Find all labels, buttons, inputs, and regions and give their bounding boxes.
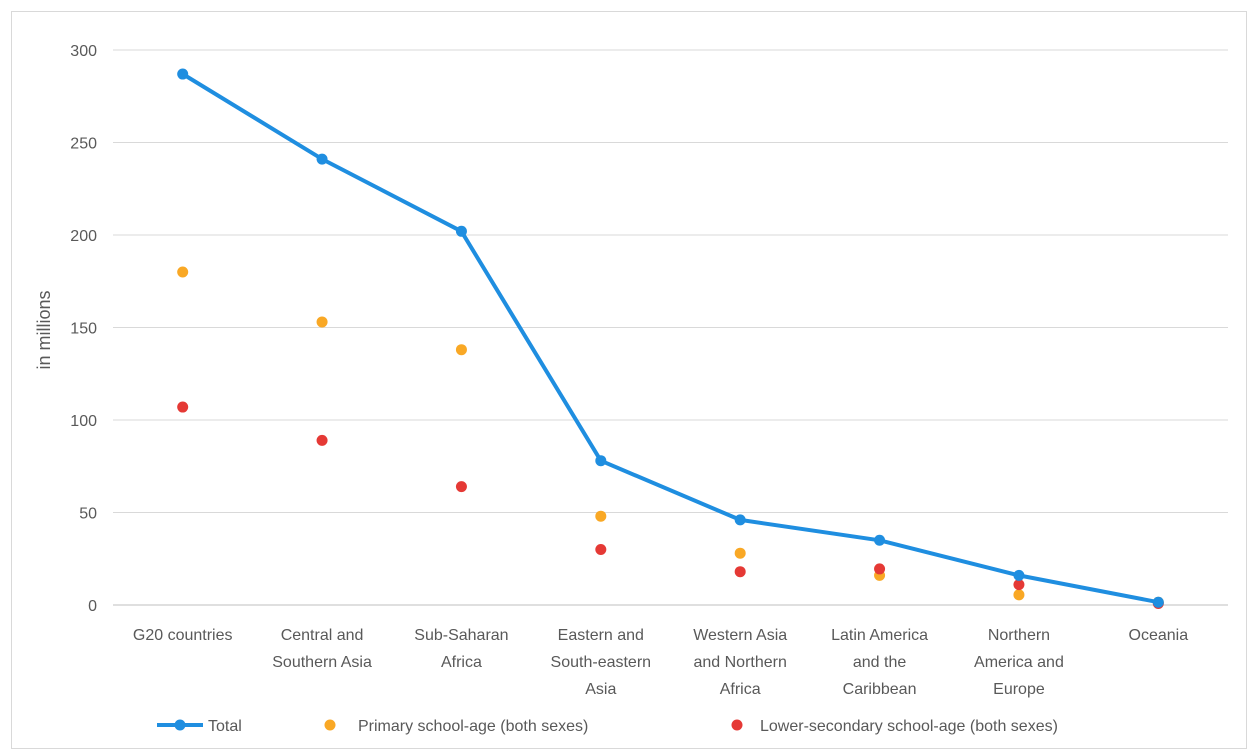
x-category-label: Europe xyxy=(993,681,1045,698)
chart-frame xyxy=(11,11,1247,749)
x-category-label: Oceania xyxy=(1129,627,1189,644)
data-point xyxy=(177,401,189,413)
x-category-label: Asia xyxy=(585,681,616,698)
legend-lower-secondary-label: Lower-secondary school-age (both sexes) xyxy=(760,718,1058,735)
x-category-label: Caribbean xyxy=(843,681,917,698)
x-category-label: Sub-Saharan xyxy=(414,627,508,644)
x-category-label: Eastern and xyxy=(558,627,644,644)
x-category-label: and Northern xyxy=(693,654,786,671)
y-tick-label: 150 xyxy=(70,321,97,338)
data-point xyxy=(455,344,467,356)
data-point xyxy=(177,266,189,278)
x-category-label: Africa xyxy=(720,681,761,698)
x-category-label: G20 countries xyxy=(133,627,233,644)
legend: Total Primary school-age (both sexes) Lowe… xyxy=(157,718,1058,735)
series-0 xyxy=(177,68,1164,608)
data-point xyxy=(316,153,328,165)
data-point xyxy=(455,225,467,237)
data-point xyxy=(734,547,746,559)
legend-primary-label: Primary school-age (both sexes) xyxy=(358,718,588,735)
data-point xyxy=(1013,579,1025,591)
data-point xyxy=(1013,589,1025,601)
y-tick-label: 300 xyxy=(70,43,97,60)
data-point xyxy=(874,563,886,575)
x-category-label: and the xyxy=(853,654,906,671)
data-point xyxy=(455,481,467,493)
data-point xyxy=(595,544,607,555)
x-category-label: Southern Asia xyxy=(272,654,372,671)
x-category-label: Central and xyxy=(281,627,364,644)
data-point xyxy=(1013,569,1025,581)
x-category-label: Latin America xyxy=(831,627,928,644)
data-point xyxy=(177,68,189,80)
legend-total-marker xyxy=(174,719,186,731)
y-tick-label: 0 xyxy=(88,598,97,615)
series-marks xyxy=(177,68,1164,610)
data-point xyxy=(734,566,746,578)
data-point xyxy=(595,455,607,467)
x-category-label: Western Asia xyxy=(693,627,787,644)
legend-primary-marker xyxy=(324,719,336,731)
y-tick-label: 250 xyxy=(70,136,97,153)
x-category-label: Africa xyxy=(441,654,482,671)
x-category-label: South-eastern xyxy=(551,654,652,671)
data-point xyxy=(734,514,746,526)
y-axis-ticks: 0 50 100 150 200 250 300 xyxy=(70,43,97,615)
data-point xyxy=(316,434,328,446)
legend-total-label: Total xyxy=(208,718,242,735)
total-line xyxy=(181,72,1159,605)
x-category-label: Northern xyxy=(988,627,1050,644)
data-point xyxy=(1152,596,1164,608)
y-axis-title: in millions xyxy=(34,290,54,369)
legend-lower-secondary-marker xyxy=(731,719,743,731)
data-point xyxy=(316,316,328,328)
data-point xyxy=(595,510,607,522)
x-axis-categories: G20 countries Central and Southern Asia Sub… xyxy=(133,627,1188,698)
y-tick-label: 200 xyxy=(70,228,97,245)
data-point xyxy=(874,534,886,546)
y-tick-label: 100 xyxy=(70,413,97,430)
y-tick-label: 50 xyxy=(79,506,97,523)
x-category-label: America and xyxy=(974,654,1064,671)
gridlines xyxy=(113,49,1228,606)
